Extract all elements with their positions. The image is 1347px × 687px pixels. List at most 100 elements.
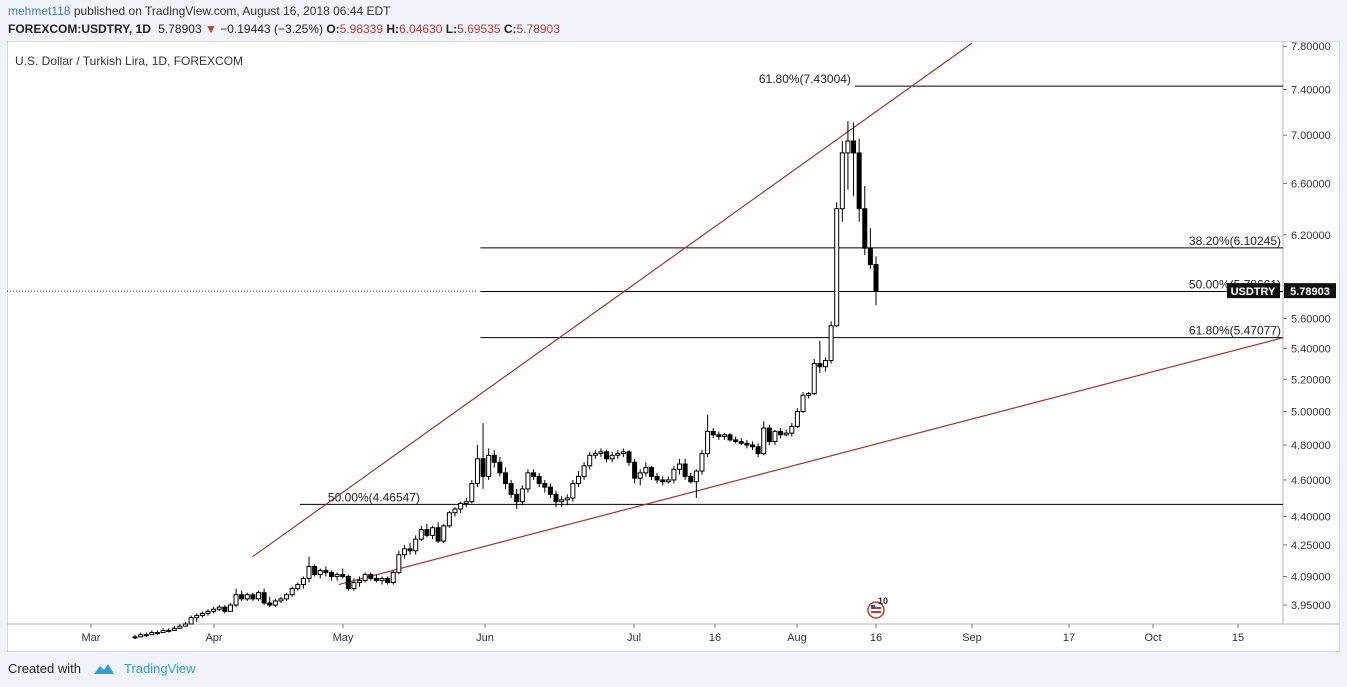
candle[interactable]	[671, 465, 677, 484]
candle[interactable]	[351, 578, 357, 591]
candle[interactable]	[227, 602, 233, 612]
candle[interactable]	[379, 576, 385, 585]
candle[interactable]	[682, 458, 688, 480]
candle[interactable]	[508, 479, 514, 499]
candle[interactable]	[469, 479, 475, 504]
candle[interactable]	[458, 501, 464, 513]
candle[interactable]	[463, 498, 469, 508]
candle[interactable]	[345, 574, 351, 591]
candle[interactable]	[205, 609, 211, 616]
trend-line[interactable]	[338, 337, 1284, 586]
candle[interactable]	[531, 469, 537, 480]
candle[interactable]	[553, 490, 559, 508]
candle[interactable]	[755, 443, 761, 458]
candle[interactable]	[160, 628, 166, 634]
candle[interactable]	[525, 469, 531, 493]
candle[interactable]	[295, 582, 301, 591]
economic-event-icon[interactable]: 10	[867, 596, 888, 619]
candle[interactable]	[446, 510, 452, 528]
candle[interactable]	[154, 630, 160, 635]
price-axis[interactable]	[1282, 40, 1341, 625]
candle[interactable]	[390, 570, 396, 585]
candle[interactable]	[744, 439, 750, 449]
candle[interactable]	[811, 358, 817, 396]
candle[interactable]	[688, 472, 694, 484]
candle[interactable]	[598, 448, 604, 458]
candle[interactable]	[817, 340, 823, 373]
candle[interactable]	[581, 462, 587, 480]
candle[interactable]	[430, 525, 436, 540]
candle[interactable]	[806, 391, 812, 399]
candle[interactable]	[587, 451, 593, 470]
candle[interactable]	[761, 421, 767, 456]
candle[interactable]	[250, 592, 256, 601]
candle[interactable]	[766, 424, 772, 445]
candle[interactable]	[486, 448, 492, 480]
candle[interactable]	[166, 628, 172, 633]
candle[interactable]	[272, 598, 278, 608]
candle[interactable]	[418, 525, 424, 542]
candle[interactable]	[559, 496, 565, 508]
candle[interactable]	[183, 621, 189, 627]
candle[interactable]	[575, 471, 581, 488]
time-axis[interactable]	[6, 623, 1341, 653]
candle[interactable]	[615, 450, 621, 459]
candle[interactable]	[873, 256, 879, 306]
candle[interactable]	[637, 469, 643, 486]
candle[interactable]	[693, 469, 699, 499]
candle[interactable]	[289, 586, 295, 597]
candle[interactable]	[334, 572, 340, 581]
candle[interactable]	[727, 433, 733, 442]
candle[interactable]	[845, 121, 851, 190]
candle[interactable]	[340, 568, 346, 579]
candle[interactable]	[609, 451, 615, 463]
candle[interactable]	[862, 185, 868, 255]
candle[interactable]	[385, 576, 391, 585]
candle[interactable]	[194, 613, 200, 622]
candle[interactable]	[138, 632, 144, 638]
candle[interactable]	[716, 431, 722, 440]
candle[interactable]	[222, 605, 228, 614]
candle[interactable]	[312, 564, 318, 577]
candle[interactable]	[772, 429, 778, 445]
candle[interactable]	[705, 414, 711, 458]
candle[interactable]	[132, 634, 138, 640]
candle[interactable]	[216, 605, 222, 612]
candle[interactable]	[480, 423, 486, 489]
candle[interactable]	[143, 632, 149, 637]
candle[interactable]	[244, 592, 250, 601]
candle[interactable]	[149, 630, 155, 636]
candle[interactable]	[357, 576, 363, 587]
candle[interactable]	[323, 566, 329, 577]
candle[interactable]	[514, 488, 520, 510]
candle[interactable]	[648, 465, 654, 480]
candle[interactable]	[738, 438, 744, 445]
candle[interactable]	[452, 507, 458, 517]
candle[interactable]	[328, 570, 334, 581]
candle[interactable]	[654, 472, 660, 484]
plot-area[interactable]	[6, 40, 1284, 625]
candle[interactable]	[401, 544, 407, 559]
candle[interactable]	[851, 122, 857, 196]
candle[interactable]	[570, 479, 576, 502]
candle[interactable]	[564, 494, 570, 506]
candle[interactable]	[721, 433, 727, 440]
candle[interactable]	[536, 472, 542, 488]
candle[interactable]	[474, 444, 480, 488]
candle[interactable]	[778, 428, 784, 439]
candle[interactable]	[733, 436, 739, 444]
candle[interactable]	[794, 408, 800, 429]
candle[interactable]	[710, 428, 716, 439]
candle[interactable]	[177, 624, 183, 629]
candle[interactable]	[822, 357, 828, 372]
author-link[interactable]: mehmet118	[8, 4, 71, 18]
chart-container[interactable]: U.S. Dollar / Turkish Lira, 1D, FOREXCOM…	[6, 40, 1341, 653]
candle[interactable]	[424, 523, 430, 538]
candle[interactable]	[441, 523, 447, 544]
candle[interactable]	[547, 483, 553, 499]
candle[interactable]	[300, 576, 306, 589]
candle[interactable]	[261, 588, 267, 606]
candle[interactable]	[839, 141, 845, 222]
candle[interactable]	[211, 607, 217, 614]
candle[interactable]	[188, 615, 194, 625]
